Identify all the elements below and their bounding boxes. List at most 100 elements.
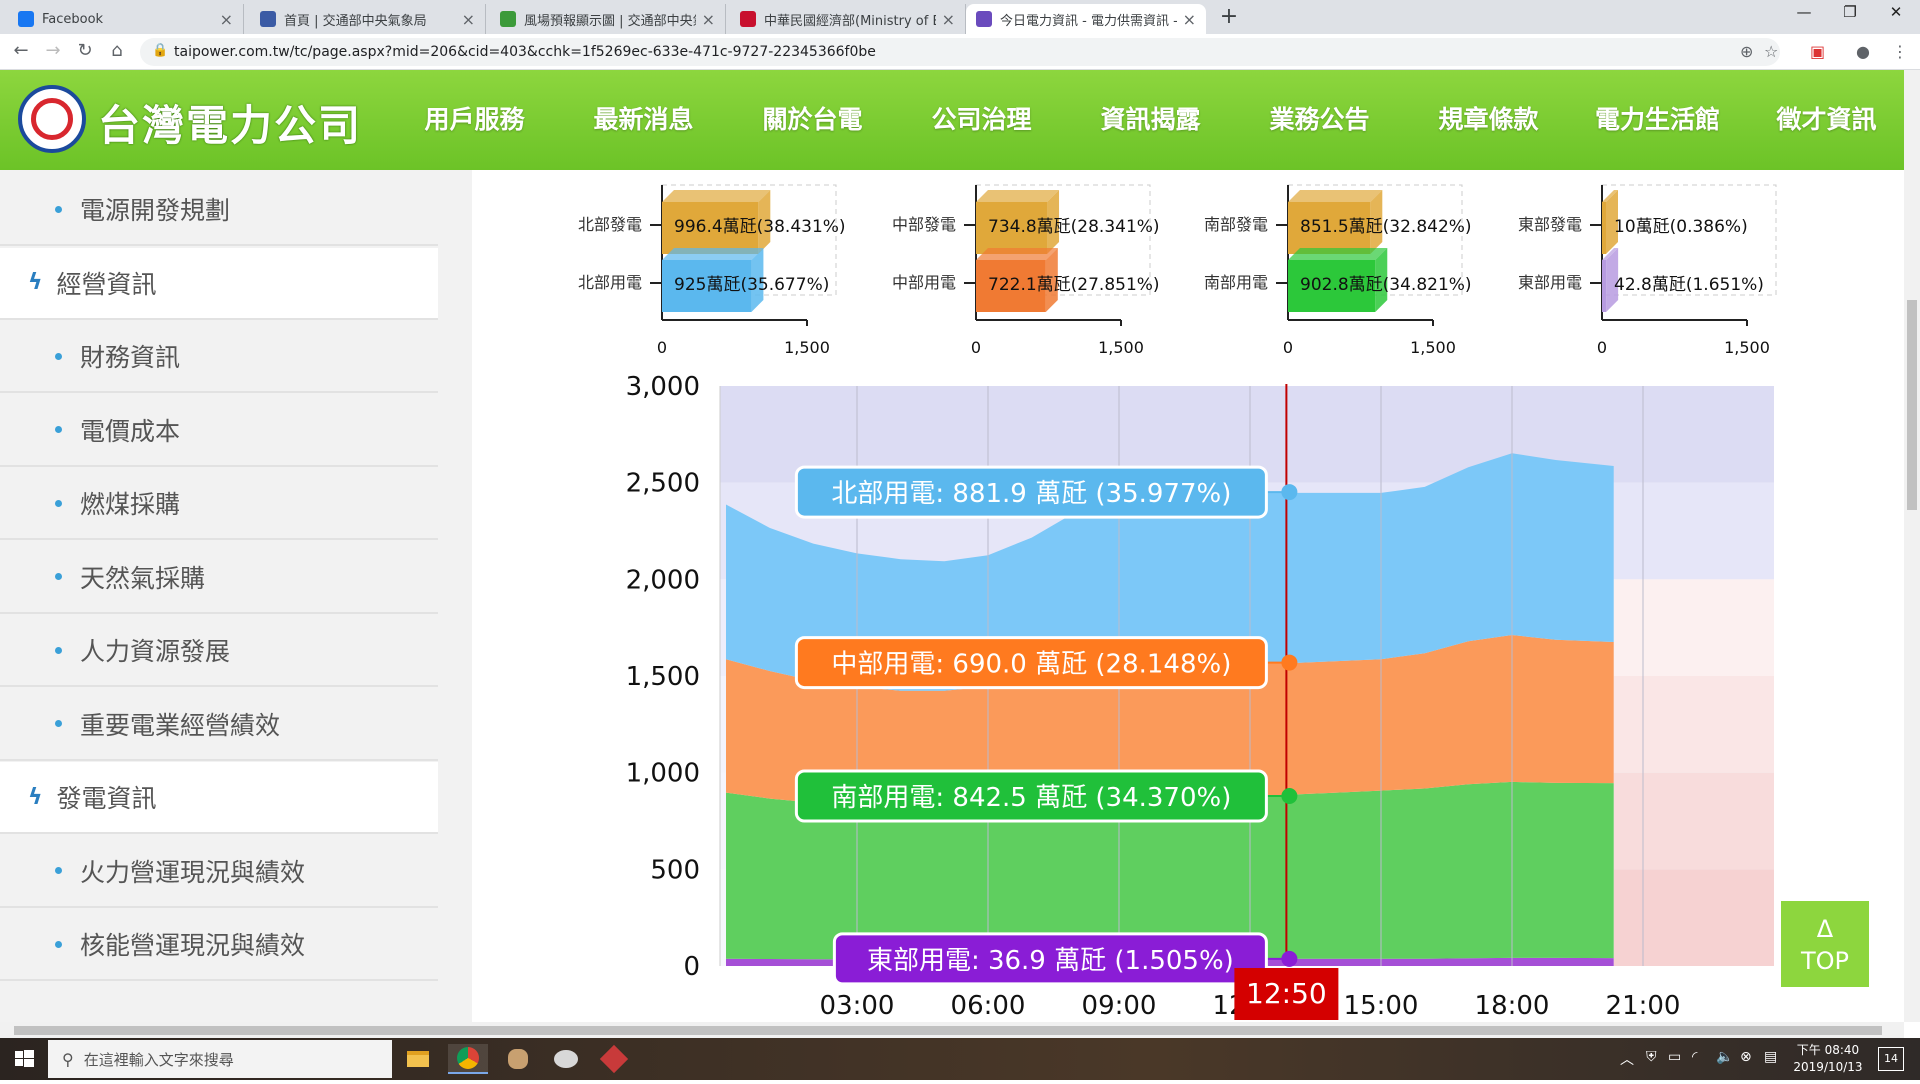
x-tick-label: 15:00 bbox=[1344, 991, 1419, 1021]
taskbar-search-box[interactable]: ⚲ 在這裡輸入文字來搜尋 bbox=[48, 1040, 392, 1078]
nav-item[interactable]: 公司治理 bbox=[931, 105, 1032, 134]
up-arrow-icon: Δ bbox=[1816, 915, 1834, 943]
notification-count: 14 bbox=[1884, 1052, 1898, 1065]
nav-item[interactable]: 電力生活館 bbox=[1594, 105, 1720, 134]
lightning-icon: ϟ bbox=[28, 270, 43, 295]
taipower-logo-icon[interactable] bbox=[18, 85, 86, 153]
windows-start-button[interactable] bbox=[0, 1038, 48, 1080]
sidebar-section[interactable]: ϟ 經營資訊 bbox=[0, 247, 438, 320]
browser-tab[interactable]: 中華民國經濟部(Ministry of Econ × bbox=[730, 4, 966, 34]
sidebar-item[interactable]: 人力資源發展 bbox=[0, 615, 438, 687]
tray-battery-icon[interactable]: ▭ bbox=[1668, 1049, 1682, 1065]
nav-item[interactable]: 資訊揭露 bbox=[1100, 105, 1201, 134]
sidebar-item[interactable]: 電源開發規劃 bbox=[0, 174, 438, 246]
series-point bbox=[1281, 654, 1298, 671]
region-bar-side bbox=[751, 248, 764, 312]
region-bar-value-label: 734.8萬瓩(28.341%) bbox=[988, 217, 1160, 237]
series-point bbox=[1281, 950, 1298, 967]
browser-tab[interactable]: 首頁 | 交通部中央氣象局 × bbox=[250, 4, 486, 34]
top-label: TOP bbox=[1800, 947, 1850, 975]
back-to-top-button[interactable]: Δ TOP bbox=[1781, 901, 1869, 987]
app-icon-2[interactable] bbox=[546, 1044, 586, 1074]
tray-security-icon[interactable]: ⛨ bbox=[1646, 1049, 1657, 1065]
tab-close-icon[interactable]: × bbox=[941, 9, 955, 29]
nav-item[interactable]: 用戶服務 bbox=[424, 105, 525, 134]
sidebar-item-label: 火力營運現況與績效 bbox=[80, 857, 306, 887]
tab-title: 中華民國經濟部(Ministry of Econ bbox=[764, 13, 936, 29]
menu-icon[interactable]: ⋮ bbox=[1892, 42, 1908, 61]
app-icon-1[interactable] bbox=[498, 1044, 538, 1074]
tab-title: 風場預報顯示圖 | 交通部中央氣象局 bbox=[524, 13, 696, 29]
taskbar-clock[interactable]: 下午 08:40 2019/10/13 bbox=[1788, 1042, 1868, 1076]
forward-icon[interactable]: → bbox=[45, 40, 61, 61]
extension-icon[interactable]: ▣ bbox=[1810, 42, 1826, 61]
y-tick-label: 2,500 bbox=[626, 469, 700, 499]
bullet-icon bbox=[55, 205, 62, 213]
tray-volume-icon[interactable]: 🔈 bbox=[1716, 1049, 1734, 1065]
nav-item[interactable]: 徵才資訊 bbox=[1776, 105, 1877, 134]
horizontal-scroll-thumb[interactable] bbox=[14, 1026, 1882, 1035]
nav-item[interactable]: 規章條款 bbox=[1438, 105, 1539, 134]
tray-close-icon[interactable]: ⊗ bbox=[1740, 1049, 1752, 1065]
close-window-button[interactable]: ✕ bbox=[1889, 3, 1903, 21]
bullet-icon bbox=[55, 573, 62, 580]
sidebar-item[interactable]: 核能營運現況與績效 bbox=[0, 909, 438, 981]
star-icon[interactable]: ☆ bbox=[1764, 42, 1779, 61]
tray-network-icon[interactable]: ◜ bbox=[1692, 1049, 1698, 1065]
nav-item[interactable]: 業務公告 bbox=[1269, 105, 1370, 134]
nav-item[interactable]: 關於台電 bbox=[762, 105, 863, 134]
region-bar bbox=[662, 202, 759, 254]
sidebar-section[interactable]: ϟ 發電資訊 bbox=[0, 762, 438, 834]
chrome-icon[interactable] bbox=[448, 1044, 488, 1074]
tab-title: 首頁 | 交通部中央氣象局 bbox=[284, 13, 427, 29]
tray-chevron-icon[interactable]: ︿ bbox=[1620, 1052, 1634, 1068]
sidebar-item[interactable]: 燃煤採購 bbox=[0, 468, 438, 540]
reload-icon[interactable]: ↻ bbox=[77, 40, 93, 61]
home-icon[interactable]: ⌂ bbox=[111, 40, 123, 61]
minimize-button[interactable]: — bbox=[1796, 3, 1812, 21]
forecast-band bbox=[1613, 869, 1774, 966]
region-bar-group: 東部發電 10萬瓩(0.386%) 東部用電 42.8萬瓩(1.651%) 0 1,500 bbox=[1518, 184, 1777, 357]
vertical-scrollbar[interactable] bbox=[1904, 70, 1920, 1022]
sidebar-item[interactable]: 火力營運現況與績效 bbox=[0, 836, 438, 908]
sidebar-item[interactable]: 天然氣採購 bbox=[0, 542, 438, 614]
region-bar bbox=[1602, 260, 1607, 312]
restore-button[interactable]: ❐ bbox=[1843, 3, 1857, 21]
site-logo-text[interactable]: 台灣電力公司 bbox=[98, 101, 363, 150]
profile-icon[interactable]: ● bbox=[1856, 42, 1870, 61]
browser-tab[interactable]: 風場預報顯示圖 | 交通部中央氣象局 × bbox=[490, 4, 726, 34]
region-bar bbox=[976, 202, 1048, 254]
nav-item[interactable]: 最新消息 bbox=[593, 105, 694, 134]
file-explorer-icon[interactable] bbox=[398, 1044, 438, 1074]
x-tick-label: 03:00 bbox=[820, 991, 895, 1021]
bullet-icon bbox=[55, 426, 62, 433]
tab-close-icon[interactable]: × bbox=[219, 9, 233, 29]
tab-close-icon[interactable]: × bbox=[1182, 9, 1196, 29]
zoom-icon[interactable]: ⊕ bbox=[1740, 42, 1754, 61]
series-area bbox=[726, 635, 1614, 807]
vertical-scroll-thumb[interactable] bbox=[1907, 300, 1917, 510]
region-bar-value-label: 996.4萬瓩(38.431%) bbox=[674, 217, 846, 237]
browser-tab[interactable]: 今日電力資訊 - 電力供需資訊 - 資 × bbox=[966, 4, 1206, 34]
back-icon[interactable]: ← bbox=[13, 40, 29, 61]
new-tab-button[interactable]: + bbox=[1219, 4, 1239, 29]
bar-tick-label: 0 bbox=[1283, 338, 1293, 357]
cursor-time-label: 12:50 bbox=[1246, 977, 1327, 1010]
clock-time: 下午 08:40 bbox=[1796, 1043, 1860, 1057]
sidebar-item[interactable]: 電價成本 bbox=[0, 395, 438, 467]
sidebar-item[interactable]: 重要電業經營績效 bbox=[0, 689, 438, 761]
region-bar-value-label: 851.5萬瓩(32.842%) bbox=[1300, 217, 1472, 237]
notification-icon[interactable]: 14 bbox=[1878, 1047, 1904, 1071]
region-bar-side bbox=[758, 190, 771, 254]
tray-keyboard-icon[interactable]: ▤ bbox=[1764, 1049, 1778, 1065]
tab-close-icon[interactable]: × bbox=[701, 9, 715, 29]
address-bar[interactable]: 🔒 taipower.com.tw/tc/page.aspx?mid=206&c… bbox=[140, 38, 1780, 66]
clock-date: 2019/10/13 bbox=[1793, 1060, 1863, 1074]
browser-tab[interactable]: Facebook × bbox=[8, 4, 244, 34]
app-icon-3[interactable] bbox=[594, 1044, 634, 1074]
sidebar-item[interactable]: 財務資訊 bbox=[0, 321, 438, 393]
tab-close-icon[interactable]: × bbox=[461, 9, 475, 29]
region-bar-label: 中部發電 bbox=[892, 215, 956, 234]
horizontal-scrollbar[interactable] bbox=[0, 1022, 1904, 1038]
power-chart: 北部發電 996.4萬瓩(38.431%) 北部用電 925萬瓩(35.677%) 0 1… bbox=[578, 184, 1777, 1021]
